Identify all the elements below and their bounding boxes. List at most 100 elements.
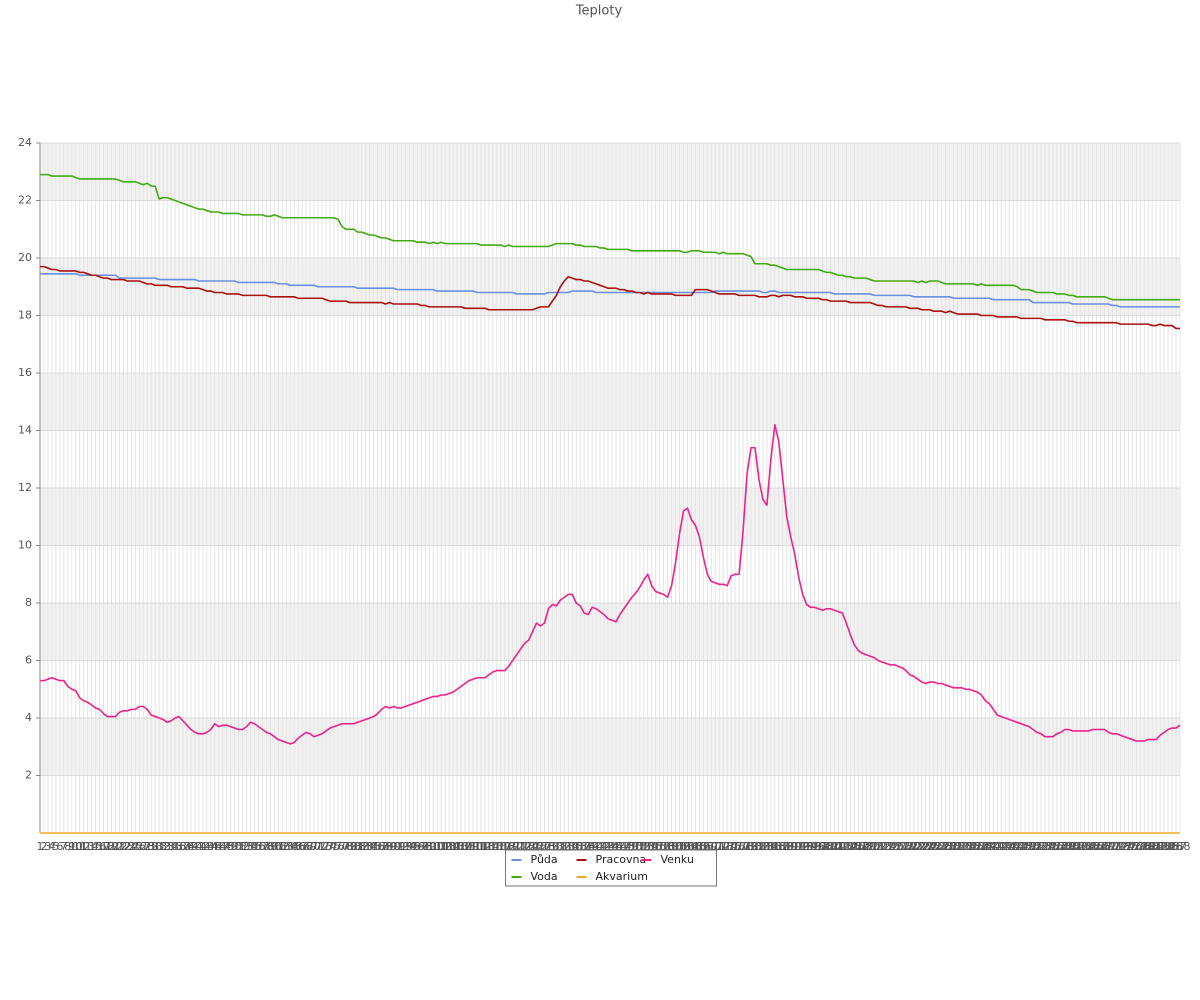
x-tick-label: 37: [176, 840, 190, 853]
x-tick-label: 115: [482, 840, 503, 853]
x-tick-label: 196: [804, 840, 825, 853]
x-tick-label: 8: [64, 840, 71, 853]
x-tick-label: 19: [104, 840, 118, 853]
x-tick-label: 83: [359, 840, 373, 853]
legend-label: Voda: [531, 870, 558, 883]
y-tick-label: 18: [18, 309, 32, 322]
x-tick-label: 209: [856, 840, 877, 853]
x-tick-label: 42: [196, 840, 210, 853]
x-tick-label: 30: [148, 840, 162, 853]
x-tick-label: 84: [363, 840, 377, 853]
x-tick-label: 201: [824, 840, 845, 853]
x-tick-label: 96: [410, 840, 424, 853]
x-tick-label: 22: [116, 840, 130, 853]
x-tick-label: 49: [224, 840, 238, 853]
x-tick-label: 219: [895, 840, 916, 853]
x-tick-label: 21: [112, 840, 126, 853]
y-tick-label: 14: [18, 424, 32, 437]
x-tick-label: 79: [343, 840, 357, 853]
y-tick-label: 10: [18, 539, 32, 552]
x-tick-label: 195: [800, 840, 821, 853]
legend-label: Akvarium: [596, 870, 648, 883]
x-tick-label: 211: [864, 840, 885, 853]
x-tick-label: 223: [911, 840, 932, 853]
y-tick-label: 6: [25, 654, 32, 667]
x-tick-label: 190: [780, 840, 801, 853]
x-tick-label: 27: [136, 840, 150, 853]
x-tick-label: 61: [271, 840, 285, 853]
x-tick-label: 14: [85, 840, 99, 853]
series-line: [40, 273, 1180, 308]
grid-band: [40, 143, 1180, 201]
x-tick-label: 10: [69, 840, 83, 853]
x-tick-label: 257: [1046, 840, 1067, 853]
x-tick-label: 222: [907, 840, 928, 853]
x-tick-label: 213: [872, 840, 893, 853]
x-tick-label: 1: [37, 840, 44, 853]
x-tick-label: 234: [955, 840, 976, 853]
x-tick-label: 232: [947, 840, 968, 853]
x-tick-label: 35: [168, 840, 182, 853]
y-tick-label: 12: [18, 481, 32, 494]
x-tick-label: 106: [447, 840, 468, 853]
x-tick-label: 108: [455, 840, 476, 853]
x-tick-label: 91: [390, 840, 404, 853]
x-tick-label: 62: [275, 840, 289, 853]
chart-title: Teploty: [575, 4, 623, 19]
x-tick-label: 191: [784, 840, 805, 853]
x-tick-label: 34: [164, 840, 178, 853]
legend-label: Pracovna: [596, 853, 647, 866]
grid-band: [40, 373, 1180, 431]
x-tick-label: 51: [232, 840, 246, 853]
series-line: [40, 423, 1181, 745]
x-tick-label: 102: [431, 840, 452, 853]
x-tick-label: 180: [741, 840, 762, 853]
x-tick-label: 64: [283, 840, 297, 853]
x-tick-label: 278: [1130, 840, 1151, 853]
x-tick-label: 248: [1011, 840, 1032, 853]
x-tick-label: 39: [184, 840, 198, 853]
x-tick-label: 93: [398, 840, 412, 853]
x-tick-label: 225: [919, 840, 940, 853]
x-tick-label: 7: [60, 840, 67, 853]
x-tick-label: 98: [418, 840, 432, 853]
x-tick-label: 95: [406, 840, 420, 853]
x-tick-label: 15: [89, 840, 103, 853]
x-tick-label: 6: [56, 840, 63, 853]
x-tick-label: 2: [40, 840, 47, 853]
x-tick-label: 11: [73, 840, 87, 853]
y-tick-label: 4: [25, 711, 32, 724]
x-tick-label: 105: [443, 840, 464, 853]
x-tick-label: 57: [255, 840, 269, 853]
x-tick-label: 80: [347, 840, 361, 853]
x-tick-label: 32: [156, 840, 170, 853]
x-tick-label: 60: [267, 840, 281, 853]
y-tick-label: 24: [18, 136, 32, 149]
x-tick-label: 207: [848, 840, 869, 853]
legend-box: [505, 849, 717, 887]
x-tick-label: 50: [228, 840, 242, 853]
x-tick-label: 68: [299, 840, 313, 853]
x-tick-label: 74: [323, 840, 337, 853]
x-tick-label: 241: [983, 840, 1004, 853]
x-tick-label: 18: [101, 840, 115, 853]
x-tick-label: 285: [1158, 840, 1179, 853]
x-tick-label: 189: [776, 840, 797, 853]
x-tick-label: 250: [1019, 840, 1040, 853]
x-tick-label: 25: [128, 840, 142, 853]
x-tick-label: 47: [216, 840, 230, 853]
x-tick-label: 284: [1154, 840, 1175, 853]
x-tick-label: 46: [212, 840, 226, 853]
x-tick-label: 5: [52, 840, 59, 853]
x-tick-label: 287: [1166, 840, 1187, 853]
x-tick-label: 175: [721, 840, 742, 853]
x-tick-label: 266: [1082, 840, 1103, 853]
x-tick-label: 255: [1038, 840, 1059, 853]
x-tick-label: 263: [1070, 840, 1091, 853]
x-tick-label: 45: [208, 840, 222, 853]
x-tick-label: 17: [97, 840, 111, 853]
x-tick-label: 78: [339, 840, 353, 853]
x-tick-label: 230: [939, 840, 960, 853]
x-tick-label: 277: [1126, 840, 1147, 853]
x-tick-label: 12: [77, 840, 91, 853]
